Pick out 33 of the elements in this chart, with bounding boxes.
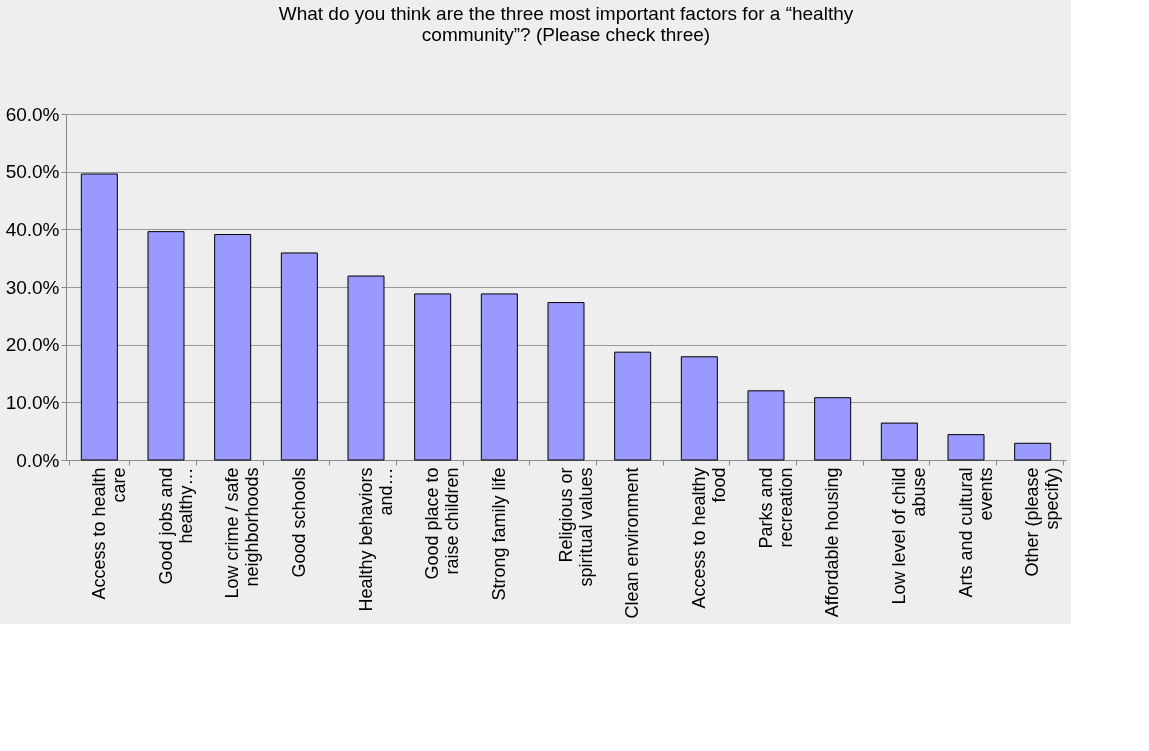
bar [480, 293, 518, 461]
bar [80, 173, 118, 461]
x-tick-label: Healthy behaviors and… [355, 467, 396, 612]
y-tick-label: 40.0% [5, 218, 60, 240]
bar [747, 390, 785, 461]
x-tick-label: Strong family life [488, 467, 509, 601]
y-tick-label: 0.0% [16, 449, 60, 471]
y-tick-label: 60.0% [5, 103, 60, 125]
bar [280, 252, 318, 461]
y-tick-label: 10.0% [5, 391, 60, 413]
x-tick-label: Other (please specify) [1022, 467, 1063, 577]
bar [214, 234, 252, 461]
bar [680, 356, 718, 461]
bar [547, 302, 585, 461]
chart-title: What do you think are the three most important factors for a “healthy community”? (Please check three) [278, 3, 854, 45]
x-tick-label: Good schools [288, 467, 309, 578]
x-tick-label: Good jobs and healthy… [155, 467, 196, 585]
x-tick-label: Access to health care [88, 467, 129, 600]
x-tick-label: Low level of child abuse [888, 467, 929, 605]
y-tick-label: 20.0% [5, 334, 60, 356]
y-tick-label: 50.0% [5, 161, 60, 183]
bar [880, 422, 918, 461]
bar [414, 293, 452, 461]
x-tick-label: Affordable housing [822, 467, 843, 618]
bar [614, 351, 652, 461]
bar [1014, 442, 1052, 461]
bar [814, 397, 852, 461]
bar [347, 275, 385, 461]
x-tick-label: Clean environment [622, 467, 643, 619]
y-tick-label: 30.0% [5, 276, 60, 298]
x-tick-label: Access to healthy food [688, 467, 729, 609]
bar [147, 231, 185, 461]
bar [947, 434, 985, 461]
